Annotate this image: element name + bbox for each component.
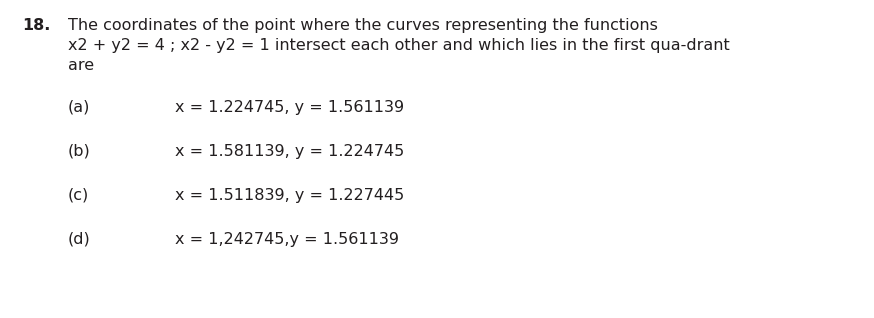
Text: The coordinates of the point where the curves representing the functions: The coordinates of the point where the c… <box>68 18 658 33</box>
Text: (d): (d) <box>68 232 91 247</box>
Text: x = 1.581139, y = 1.224745: x = 1.581139, y = 1.224745 <box>175 144 405 159</box>
Text: (b): (b) <box>68 144 91 159</box>
Text: (c): (c) <box>68 188 89 203</box>
Text: x = 1.511839, y = 1.227445: x = 1.511839, y = 1.227445 <box>175 188 405 203</box>
Text: x = 1.224745, y = 1.561139: x = 1.224745, y = 1.561139 <box>175 100 404 115</box>
Text: x = 1,242745,y = 1.561139: x = 1,242745,y = 1.561139 <box>175 232 399 247</box>
Text: 18.: 18. <box>22 18 51 33</box>
Text: are: are <box>68 58 94 73</box>
Text: x2 + y2 = 4 ; x2 - y2 = 1 intersect each other and which lies in the first qua­d: x2 + y2 = 4 ; x2 - y2 = 1 intersect each… <box>68 38 730 53</box>
Text: (a): (a) <box>68 100 90 115</box>
